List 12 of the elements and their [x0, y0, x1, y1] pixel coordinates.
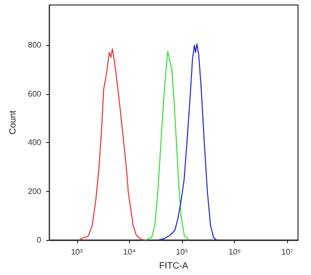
x-axis-title: FITC-A: [159, 260, 188, 270]
x-tick-label: 10³: [70, 248, 83, 256]
x-tick-label: 10⁵: [176, 248, 188, 256]
y-tick-label: 600: [28, 89, 42, 98]
y-tick-label: 800: [28, 40, 42, 50]
y-tick-label: 0: [36, 236, 42, 244]
y-tick-label: 200: [28, 186, 42, 196]
x-tick-label: 10⁴: [123, 248, 136, 256]
y-tick-label: 400: [28, 138, 42, 148]
x-tick-label: 10⁶: [228, 248, 241, 256]
x-tick-label: 10⁷: [281, 248, 294, 256]
y-axis-title: Count: [8, 110, 18, 135]
